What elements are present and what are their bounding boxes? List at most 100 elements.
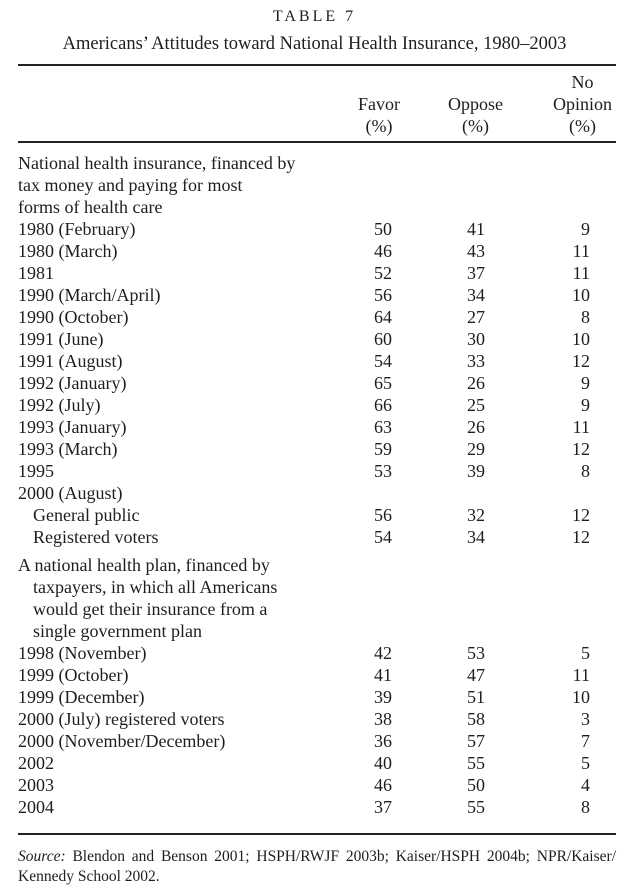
table-row: 1980 (February) 50 41 9	[18, 218, 616, 240]
row-favor-value: 63	[374, 417, 392, 437]
table-row: 2000 (November/December) 36 57 7	[18, 730, 616, 752]
row-label: 1992 (July)	[18, 395, 101, 415]
row-label: General public	[33, 505, 140, 525]
table-row: 2003 46 50 4	[18, 774, 616, 796]
column-header-no-opinion: No Opinion (%)	[504, 71, 616, 137]
table-row: 1980 (March) 46 43 11	[18, 240, 616, 262]
table-row: 2000 (July) registered voters 38 58 3	[18, 708, 616, 730]
row-label: 1995	[18, 461, 54, 481]
row-label: 1999 (October)	[18, 665, 129, 685]
row-favor-value	[329, 576, 409, 598]
row-favor-value: 38	[374, 709, 392, 729]
row-favor-value: 41	[374, 665, 392, 685]
row-no-opinion-value: 4	[581, 775, 590, 795]
row-favor-value	[329, 554, 409, 576]
row-favor-value: 53	[374, 461, 392, 481]
row-favor-value: 42	[374, 643, 392, 663]
source-line-2: Kennedy School 2002.	[18, 868, 160, 885]
row-label: 1993 (March)	[18, 439, 118, 459]
row-favor-value: 65	[374, 373, 392, 393]
table-row: taxpayers, in which all Americans	[18, 576, 616, 598]
row-oppose-value: 34	[467, 527, 485, 547]
table-row: tax money and paying for most	[18, 174, 616, 196]
row-no-opinion-value: 12	[572, 351, 590, 371]
row-oppose-value: 37	[467, 263, 485, 283]
row-no-opinion-value: 8	[581, 797, 590, 817]
row-no-opinion-value	[504, 598, 616, 620]
row-no-opinion-value: 8	[581, 461, 590, 481]
row-oppose-value: 50	[467, 775, 485, 795]
source-citations: Blendon and Benson 2001; HSPH/RWJF 2003b…	[72, 848, 616, 865]
row-favor-value: 50	[374, 219, 392, 239]
row-oppose-value: 43	[467, 241, 485, 261]
row-oppose-value: 55	[467, 797, 485, 817]
row-oppose-value: 30	[467, 329, 485, 349]
column-header-line: (%)	[365, 116, 393, 136]
row-favor-value: 40	[374, 753, 392, 773]
column-header-oppose: Oppose (%)	[409, 93, 504, 137]
row-label: 2004	[18, 797, 54, 817]
row-no-opinion-value: 11	[572, 417, 590, 437]
row-favor-value: 52	[374, 263, 392, 283]
row-no-opinion-value: 10	[572, 687, 590, 707]
row-label: 2000 (August)	[18, 483, 123, 503]
table-row: 1981 52 37 11	[18, 262, 616, 284]
row-oppose-value	[409, 576, 504, 598]
row-label: 2000 (July) registered voters	[18, 709, 225, 729]
source-label: Source:	[18, 848, 66, 865]
table-subtitle: Americans’ Attitudes toward National Hea…	[62, 34, 567, 54]
table-row: 1998 (November) 42 53 5	[18, 642, 616, 664]
row-oppose-value	[409, 152, 504, 174]
row-no-opinion-value: 9	[581, 395, 590, 415]
row-oppose-value: 32	[467, 505, 485, 525]
row-label: 1990 (March/April)	[18, 285, 161, 305]
table-row: 1991 (June) 60 30 10	[18, 328, 616, 350]
row-no-opinion-value: 3	[581, 709, 590, 729]
table-number-title: TABLE 7	[272, 8, 357, 25]
column-header-line: Opinion	[552, 94, 612, 114]
table-row: 1990 (October) 64 27 8	[18, 306, 616, 328]
row-oppose-value: 53	[467, 643, 485, 663]
row-oppose-value	[409, 482, 504, 504]
row-label: 1990 (October)	[18, 307, 129, 327]
table-row: forms of health care	[18, 196, 616, 218]
row-no-opinion-value: 9	[581, 373, 590, 393]
row-favor-value	[329, 598, 409, 620]
row-favor-value	[329, 482, 409, 504]
row-oppose-value: 58	[467, 709, 485, 729]
row-oppose-value	[409, 554, 504, 576]
row-oppose-value: 27	[467, 307, 485, 327]
row-no-opinion-value: 5	[581, 643, 590, 663]
row-oppose-value: 26	[467, 373, 485, 393]
row-no-opinion-value: 8	[581, 307, 590, 327]
row-label: 1998 (November)	[18, 643, 147, 663]
row-label: 2000 (November/December)	[18, 731, 226, 751]
row-favor-value	[329, 196, 409, 218]
row-label: 1980 (February)	[18, 219, 136, 239]
row-favor-value: 54	[374, 527, 392, 547]
row-oppose-value	[409, 174, 504, 196]
row-favor-value	[329, 152, 409, 174]
table-row: 1995 53 39 8	[18, 460, 616, 482]
column-header-favor: Favor (%)	[329, 93, 409, 137]
row-oppose-value: 41	[467, 219, 485, 239]
row-favor-value	[329, 174, 409, 196]
table-row: would get their insurance from a	[18, 598, 616, 620]
row-oppose-value: 34	[467, 285, 485, 305]
row-no-opinion-value	[504, 576, 616, 598]
row-label: tax money and paying for most	[18, 175, 243, 195]
row-label: 1980 (March)	[18, 241, 118, 261]
row-favor-value: 46	[374, 241, 392, 261]
row-favor-value: 54	[374, 351, 392, 371]
row-favor-value: 59	[374, 439, 392, 459]
row-label: 1993 (January)	[18, 417, 127, 437]
row-label: 2003	[18, 775, 54, 795]
row-label: 2002	[18, 753, 54, 773]
row-oppose-value: 26	[467, 417, 485, 437]
row-favor-value: 64	[374, 307, 392, 327]
table-row: 1999 (December) 39 51 10	[18, 686, 616, 708]
row-no-opinion-value: 11	[572, 263, 590, 283]
row-no-opinion-value: 7	[581, 731, 590, 751]
row-label: National health insurance, financed by	[18, 153, 296, 173]
row-favor-value: 66	[374, 395, 392, 415]
